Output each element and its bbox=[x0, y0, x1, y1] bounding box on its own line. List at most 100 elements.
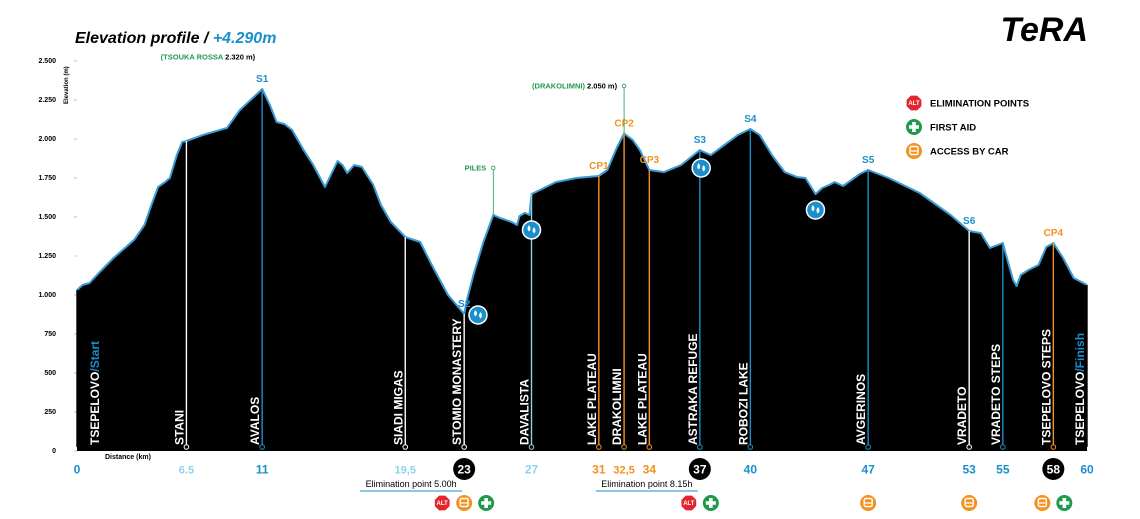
x-tick-label: 37 bbox=[693, 463, 707, 477]
waypoint-name: STANI bbox=[172, 410, 186, 445]
icon-car bbox=[860, 495, 877, 511]
waypoint-name: SIADI MIGAS bbox=[391, 370, 405, 445]
y-tick-label: 1.750 bbox=[38, 175, 56, 182]
checkpoint-label: CP3 bbox=[640, 155, 660, 166]
water-circle bbox=[521, 220, 542, 240]
waypoint-name: TSEPELOVO/Finish bbox=[1073, 333, 1087, 445]
annotation-part: 2.320 m) bbox=[223, 53, 256, 62]
water-point bbox=[691, 158, 711, 178]
icon-alt: ALT bbox=[681, 495, 697, 511]
waypoint-name: DRAKOLIMNI bbox=[610, 368, 624, 445]
waypoint-name-text: ASTRAKA REFUGE bbox=[686, 333, 700, 445]
x-tick-label: 19,5 bbox=[395, 465, 416, 477]
waypoint-dot bbox=[865, 444, 871, 450]
x-tick-label: 31 bbox=[592, 463, 606, 477]
waypoint-name-text: DAVALISTA bbox=[518, 379, 532, 445]
x-tick-label: 53 bbox=[962, 463, 976, 477]
waypoint-name: AVGERINOS bbox=[854, 374, 868, 445]
x-tick-label: 0 bbox=[74, 463, 81, 477]
legend-label: ELIMINATION POINTS bbox=[930, 99, 1029, 110]
waypoint-dot bbox=[1000, 444, 1006, 450]
legend-icon bbox=[906, 119, 922, 135]
checkpoint-label: S4 bbox=[744, 114, 757, 125]
x-tick-label: 32,5 bbox=[613, 465, 634, 477]
x-tick-label: 27 bbox=[525, 463, 539, 477]
aid-cross bbox=[481, 498, 492, 509]
icon-car bbox=[961, 495, 978, 511]
icon-car bbox=[1034, 495, 1051, 511]
waypoint-name-text: ROBOZI LAKE bbox=[736, 362, 750, 445]
km-badge bbox=[688, 458, 711, 480]
icon-car bbox=[456, 495, 473, 511]
checkpoint-label: S1 bbox=[256, 74, 269, 85]
waypoint-name: LAKE PLATEAU bbox=[635, 353, 649, 445]
waypoint-dot bbox=[966, 444, 972, 450]
annotation-part: 2.050 m) bbox=[585, 82, 618, 91]
y-tick-label: 750 bbox=[44, 331, 56, 338]
annotation-dot bbox=[621, 83, 627, 89]
waypoint-dot bbox=[528, 444, 535, 450]
x-tick-label: 47 bbox=[861, 463, 875, 477]
waypoint-name-text: TSEPELOVO bbox=[1073, 372, 1087, 445]
aid-cross bbox=[705, 498, 716, 509]
legend-icon: ALT bbox=[906, 95, 922, 111]
x-tick-label: 60 bbox=[1080, 463, 1094, 477]
water-circle bbox=[805, 200, 826, 220]
profile-line bbox=[76, 88, 1088, 315]
waypoint-name: LAKE PLATEAU bbox=[585, 353, 599, 445]
icon-alt: ALT bbox=[434, 495, 450, 511]
x-tick-label: 23 bbox=[457, 463, 471, 477]
x-tick-label: 40 bbox=[744, 463, 758, 477]
annotation: (TSOUKA ROSSA 2.320 m) bbox=[161, 53, 256, 62]
water-drop bbox=[816, 206, 820, 214]
alt-text: ALT bbox=[908, 101, 920, 107]
water-point bbox=[468, 305, 488, 325]
checkpoint-label: S3 bbox=[694, 135, 707, 146]
waypoint-name: DAVALISTA bbox=[518, 379, 532, 445]
elimination-text: Elimination point 5.00h bbox=[366, 479, 457, 489]
waypoint-name: TSEPELOVO STEPS bbox=[1039, 329, 1053, 445]
y-tick-label: 2.500 bbox=[38, 58, 56, 65]
checkpoint-label: CP1 bbox=[589, 161, 609, 172]
waypoint-name-text: LAKE PLATEAU bbox=[585, 353, 599, 445]
y-tick-label: 250 bbox=[44, 409, 56, 416]
elimination-text: Elimination point 8.15h bbox=[601, 479, 692, 489]
km-badge bbox=[453, 458, 476, 480]
water-circle bbox=[691, 158, 711, 178]
title-text: Elevation profile / bbox=[75, 30, 213, 47]
waypoint-name: TSEPELOVO/Start bbox=[88, 341, 102, 445]
waypoint-name-text: VRADETO STEPS bbox=[989, 344, 1003, 445]
waypoint-name-text: DRAKOLIMNI bbox=[610, 368, 624, 445]
y-tick-label: 1.500 bbox=[38, 214, 56, 221]
alt-octagon bbox=[681, 495, 697, 511]
water-drop bbox=[527, 224, 531, 232]
y-tick-label: 1.250 bbox=[38, 253, 56, 260]
waypoint-name: AVALOS bbox=[248, 397, 262, 445]
water-drop bbox=[811, 204, 815, 212]
waypoint-name: ROBOZI LAKE bbox=[736, 362, 750, 445]
icon-aid bbox=[1056, 495, 1073, 511]
checkpoint-label: S6 bbox=[963, 216, 976, 227]
annotation-dot bbox=[491, 165, 496, 171]
water-drop bbox=[478, 311, 482, 319]
y-tick-label: 1.000 bbox=[38, 292, 56, 299]
annotation: (DRAKOLIMNI) 2.050 m) bbox=[532, 82, 618, 91]
legend-icon bbox=[906, 143, 922, 159]
x-tick-label: 34 bbox=[643, 463, 657, 477]
x-tick-label: 11 bbox=[256, 463, 269, 477]
title-highlight: +4.290m bbox=[213, 30, 277, 47]
waypoint-dot bbox=[747, 444, 754, 450]
waypoint-name-text: STOMIO MONASTERY bbox=[450, 318, 464, 445]
water-drop bbox=[697, 163, 701, 170]
waypoint-name-text: STANI bbox=[172, 410, 186, 445]
y-tick-label: 2.250 bbox=[38, 97, 56, 104]
waypoint-dot bbox=[1050, 444, 1057, 450]
waypoint-dot bbox=[259, 444, 265, 450]
x-axis-label: Distance (km) bbox=[105, 454, 151, 461]
chart-title: Elevation profile / +4.290m bbox=[75, 30, 276, 47]
waypoint-name: VRADETO STEPS bbox=[989, 344, 1003, 445]
checkpoint-label: CP4 bbox=[1044, 228, 1064, 239]
y-axis-label: Elevation (m) bbox=[64, 66, 70, 104]
x-tick-label: 55 bbox=[996, 463, 1010, 477]
